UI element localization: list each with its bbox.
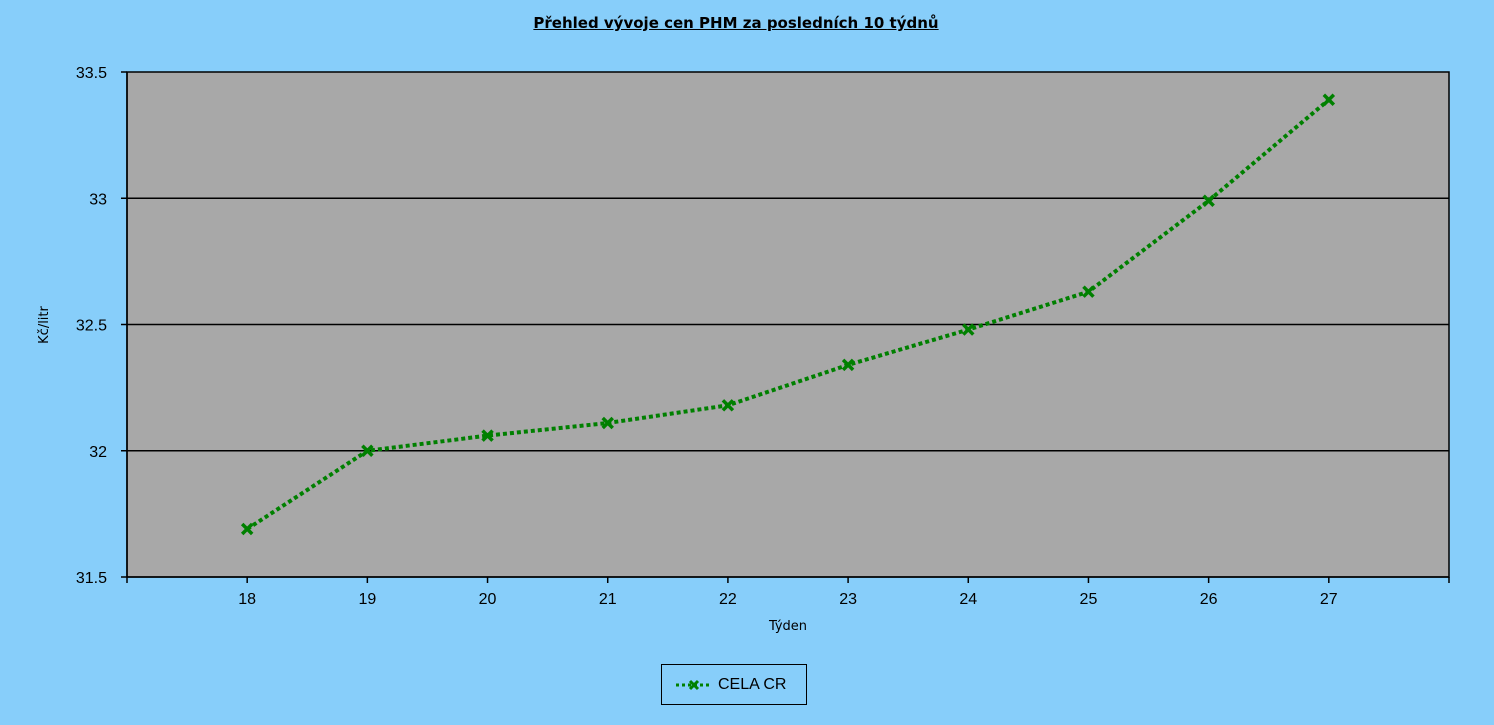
- data-point-marker: [841, 358, 855, 372]
- x-tick-label: 20: [479, 591, 497, 608]
- gridlines: [127, 197, 1449, 452]
- y-axis-title: Kč/litr: [37, 305, 52, 343]
- y-tick-label: 31.5: [76, 570, 107, 587]
- y-tick-label: 32: [89, 444, 107, 461]
- series-cela-cr: [240, 93, 1336, 536]
- data-point-marker: [481, 429, 494, 442]
- chart-title: Přehled vývoje cen PHM za posledních 10 …: [533, 14, 939, 32]
- x-tick-label: 19: [358, 591, 376, 608]
- x-tick-label: 27: [1320, 591, 1338, 608]
- legend-label: CELA CR: [718, 675, 787, 693]
- x-ticks: 18 19 20 21 22 23 24 25 26 27: [126, 577, 1450, 608]
- x-axis-title: Týden: [768, 619, 807, 634]
- data-point-marker: [1202, 194, 1215, 208]
- x-tick-label: 25: [1080, 591, 1098, 608]
- data-point-marker: [361, 444, 374, 457]
- data-point-marker: [1322, 93, 1336, 107]
- legend: CELA CR: [661, 664, 807, 705]
- data-point-marker: [962, 323, 975, 336]
- data-point-marker: [240, 522, 254, 536]
- x-tick-label: 23: [839, 591, 857, 608]
- y-tick-label: 33: [89, 191, 107, 208]
- x-tick-label: 18: [238, 591, 256, 608]
- data-point-marker: [601, 416, 614, 430]
- series-line: [246, 98, 1331, 531]
- line-chart: 31.5 32 32.5 33 33.5 18 19 20 21 22 23 24 25 26 27 Kč…: [37, 65, 1450, 634]
- data-point-marker: [1082, 285, 1095, 298]
- data-point-marker: [721, 399, 735, 412]
- x-tick-label: 21: [599, 591, 617, 608]
- x-tick-label: 26: [1200, 591, 1218, 608]
- legend-line-marker-icon: [676, 679, 712, 690]
- y-tick-label: 33.5: [76, 65, 107, 82]
- y-tick-label: 32.5: [76, 318, 107, 335]
- x-tick-label: 22: [719, 591, 737, 608]
- x-tick-label: 24: [959, 591, 977, 608]
- y-ticks: 31.5 32 32.5 33 33.5: [76, 65, 127, 587]
